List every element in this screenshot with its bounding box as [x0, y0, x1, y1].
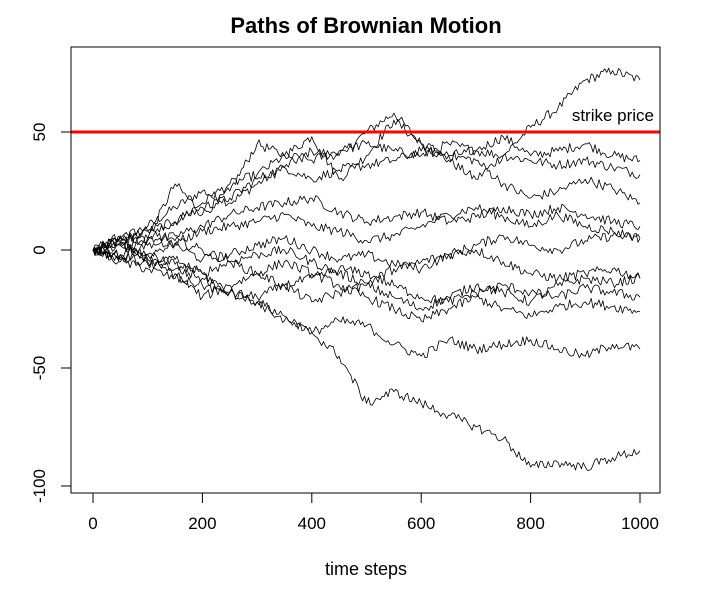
- series-path-10: [92, 248, 641, 306]
- chart-title: Paths of Brownian Motion: [230, 13, 501, 38]
- series-path-7: [92, 232, 641, 274]
- y-tick-label: -50: [30, 356, 49, 381]
- x-axis-label: time steps: [325, 559, 407, 579]
- x-tick-label: 400: [298, 514, 326, 533]
- series-path-6: [92, 204, 641, 257]
- y-tick-label: 0: [30, 245, 49, 254]
- series-path-13: [92, 242, 641, 471]
- series-path-5: [92, 195, 641, 262]
- strike-price-label: strike price: [572, 106, 654, 125]
- series-path-2: [92, 119, 641, 259]
- x-tick-label: 800: [516, 514, 544, 533]
- series-path-11: [92, 239, 641, 323]
- y-axis: -100 -50 0 50: [30, 123, 72, 503]
- y-tick-label: 50: [30, 123, 49, 142]
- x-axis: 0 200 400 600 800 1000: [88, 492, 659, 533]
- series-path-8: [92, 245, 641, 286]
- x-tick-label: 0: [88, 514, 97, 533]
- x-tick-label: 600: [407, 514, 435, 533]
- x-tick-label: 200: [188, 514, 216, 533]
- series-layer: [92, 67, 641, 471]
- series-path-4: [92, 146, 641, 255]
- x-tick-label: 1000: [621, 514, 659, 533]
- series-path-9: [92, 226, 641, 311]
- series-path-3: [92, 140, 641, 253]
- series-path-12: [92, 247, 641, 359]
- y-tick-label: -100: [30, 469, 49, 503]
